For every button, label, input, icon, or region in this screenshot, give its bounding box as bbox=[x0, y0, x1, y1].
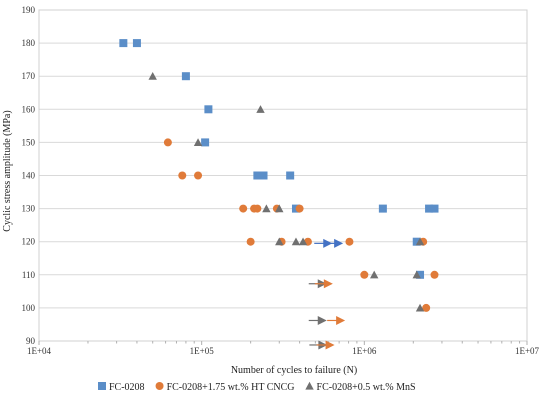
series-1-point bbox=[416, 270, 425, 279]
series-1-point bbox=[201, 138, 210, 147]
y-tick-label: 110 bbox=[22, 270, 36, 280]
legend-marker-3 bbox=[305, 381, 314, 390]
series-1-point bbox=[430, 204, 439, 213]
series-3-point bbox=[415, 303, 425, 312]
series-3-point bbox=[275, 237, 284, 246]
series-1-point bbox=[253, 171, 262, 180]
series-1-point bbox=[412, 237, 421, 246]
grid-lines bbox=[39, 9, 527, 342]
legend-marker-1 bbox=[98, 382, 106, 390]
runout-markers bbox=[308, 238, 346, 350]
series-1-point bbox=[181, 72, 190, 81]
series-2-point bbox=[360, 270, 369, 279]
series-1-point bbox=[425, 204, 434, 213]
y-tick-label: 170 bbox=[22, 71, 36, 81]
runout-arrow bbox=[336, 315, 346, 325]
series-3-point bbox=[298, 237, 308, 246]
y-tick-label: 180 bbox=[22, 38, 36, 48]
series-3-point bbox=[193, 138, 203, 146]
y-axis-ticks: 90 100 110 120 130 140 150 160 170 180 190 bbox=[22, 5, 36, 346]
series-3-point bbox=[415, 237, 425, 246]
y-tick-label: 130 bbox=[22, 204, 36, 214]
plot-frame bbox=[38, 9, 528, 342]
runout-arrow bbox=[325, 340, 335, 350]
series-2-point bbox=[246, 237, 255, 246]
series-1-point bbox=[259, 171, 268, 180]
y-tick-label: 140 bbox=[22, 171, 36, 181]
x-tick-label: 1E+06 bbox=[352, 346, 377, 356]
series-2-point bbox=[178, 171, 187, 180]
legend-label-1: FC-0208 bbox=[109, 382, 145, 393]
legend: FC-0208 FC-0208+1.75 wt.% HT CNCG FC-0208+… bbox=[98, 381, 416, 393]
x-axis-ticks: 1E+04 1E+05 1E+06 1E+07 bbox=[27, 341, 540, 356]
series-2-point bbox=[345, 237, 354, 246]
series-3-point bbox=[370, 270, 379, 279]
y-axis-title: Cyclic stress amplitude (MPa) bbox=[2, 110, 13, 231]
series-3-point bbox=[412, 270, 421, 279]
y-tick-label: 100 bbox=[22, 303, 36, 313]
series-3-point bbox=[275, 204, 284, 213]
series-3-point bbox=[148, 72, 157, 80]
series-3-point bbox=[291, 237, 301, 246]
x-axis-title: Number of cycles to failure (N) bbox=[231, 365, 357, 376]
series-1-point bbox=[119, 39, 128, 48]
data-points bbox=[119, 39, 439, 312]
series-1-point bbox=[204, 105, 213, 114]
y-tick-label: 120 bbox=[22, 237, 36, 247]
legend-marker-2 bbox=[155, 382, 164, 390]
series-2-point bbox=[422, 303, 431, 312]
series-2-point bbox=[430, 270, 439, 279]
y-tick-label: 90 bbox=[26, 336, 36, 346]
legend-label-2: FC-0208+1.75 wt.% HT CNCG bbox=[167, 382, 295, 393]
series-2-point bbox=[295, 204, 304, 213]
runout-arrow bbox=[334, 238, 344, 248]
series-3-point bbox=[256, 105, 265, 113]
series-1-point bbox=[286, 171, 295, 180]
x-tick-label: 1E+05 bbox=[190, 346, 215, 356]
series-2-point bbox=[194, 171, 203, 180]
series-3-point bbox=[262, 204, 271, 213]
series-2-point bbox=[253, 204, 262, 213]
runout-arrow bbox=[317, 315, 327, 325]
series-1-point bbox=[378, 204, 387, 213]
x-tick-label: 1E+04 bbox=[27, 346, 52, 356]
legend-label-3: FC-0208+0.5 wt.% MnS bbox=[317, 382, 416, 393]
series-2-point bbox=[163, 138, 172, 147]
x-tick-label: 1E+07 bbox=[515, 346, 540, 356]
y-tick-label: 190 bbox=[22, 5, 36, 15]
runout-arrow bbox=[323, 279, 333, 289]
series-1-point bbox=[132, 39, 141, 48]
y-tick-label: 160 bbox=[22, 104, 36, 114]
y-tick-label: 150 bbox=[22, 137, 36, 147]
series-2-point bbox=[239, 204, 248, 213]
